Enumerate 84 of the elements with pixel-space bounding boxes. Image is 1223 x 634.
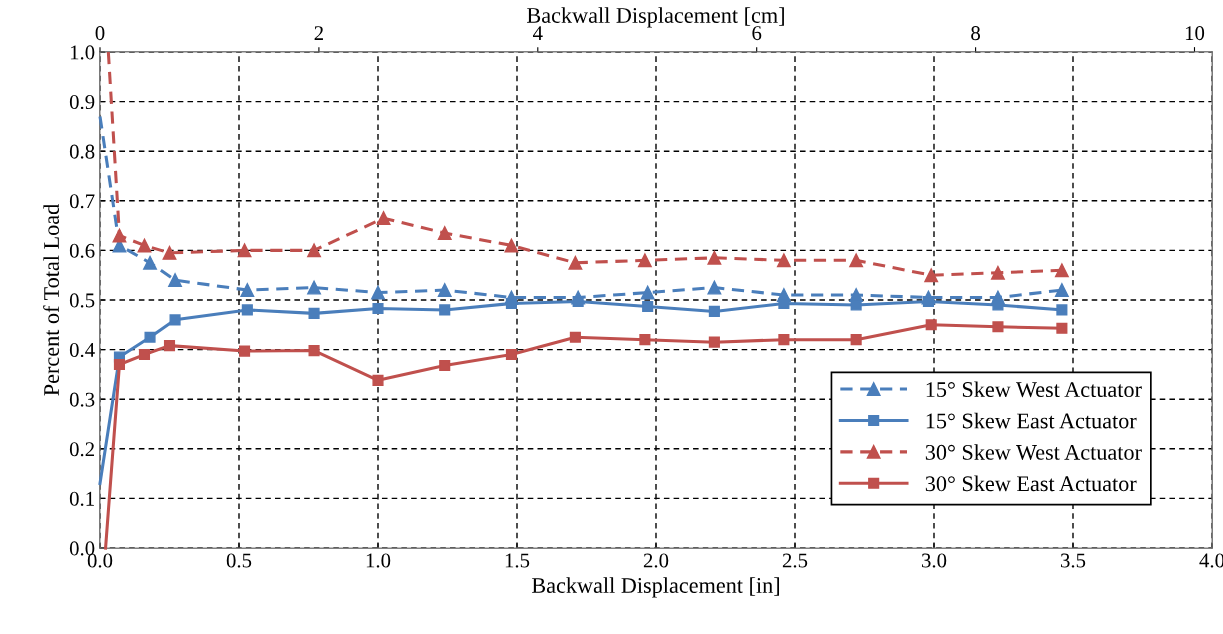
point [568, 255, 583, 270]
point [708, 305, 720, 317]
point [308, 307, 320, 319]
point [437, 283, 452, 298]
point [776, 253, 791, 268]
point [241, 304, 253, 316]
point [708, 336, 720, 348]
point [372, 374, 384, 386]
point [569, 331, 581, 343]
point [707, 250, 722, 265]
point [138, 349, 151, 361]
y-tick-label: 0.4 [69, 342, 95, 358]
x-tick-label: 3.0 [921, 553, 947, 568]
point [922, 295, 934, 308]
legend-label: 30° Skew West Actuator [925, 444, 1142, 460]
point [924, 268, 939, 283]
x2-tick-label: 0 [95, 26, 105, 41]
point [1056, 322, 1068, 334]
point [439, 304, 451, 316]
legend-label: 30° Skew East Actuator [925, 475, 1137, 492]
point [308, 345, 320, 357]
point [992, 321, 1004, 333]
point [307, 280, 322, 295]
x2-tick-label: 8 [971, 26, 980, 41]
point [925, 319, 937, 331]
y-tick-label: 0.5 [69, 293, 95, 308]
point [637, 253, 652, 268]
point [163, 340, 176, 352]
y-tick-label: 1.0 [70, 45, 95, 60]
point [778, 334, 790, 346]
point [240, 283, 255, 298]
point [372, 302, 384, 314]
y-tick-label: 0.3 [69, 392, 95, 407]
x-tick-label: 2.5 [782, 553, 808, 568]
x-tick-label: 2.0 [643, 553, 669, 568]
point [505, 349, 517, 361]
point [1054, 283, 1069, 298]
point [144, 331, 156, 343]
x-axis-title: Backwall Displacement [in] [531, 577, 779, 598]
x-tick-label: 0.5 [226, 553, 252, 568]
point [778, 297, 790, 310]
point [376, 211, 391, 226]
point [137, 238, 152, 253]
x2-tick-label: 2 [314, 26, 323, 40]
point [112, 228, 127, 243]
point [169, 314, 181, 326]
point [162, 245, 177, 260]
point [642, 300, 654, 313]
y-tick-label: 0.2 [69, 442, 94, 457]
point [371, 285, 385, 300]
x-tick-label: 1.0 [366, 553, 391, 568]
point [849, 253, 864, 268]
point [992, 299, 1004, 311]
point [113, 358, 126, 371]
legend-label: 15° Skew West Actuator [926, 381, 1142, 398]
x-tick-label: 1.5 [505, 553, 530, 568]
x2-tick-label: 10 [1185, 26, 1205, 41]
point [707, 280, 722, 295]
point [505, 297, 517, 310]
y-tick-label: 0.9 [69, 94, 95, 110]
point [640, 285, 655, 300]
y-tick-label: 0.1 [69, 491, 94, 506]
point [143, 255, 157, 270]
point [1054, 263, 1069, 278]
point [1056, 304, 1068, 316]
legend-label: 15° Skew East Actuator [926, 412, 1137, 429]
point [237, 243, 252, 258]
point [168, 273, 183, 288]
x2-tick-label: 4 [532, 26, 543, 40]
point [439, 359, 451, 372]
x2-tick-label: 6 [752, 26, 762, 41]
y-tick-label: 0.7 [69, 194, 95, 209]
point [239, 345, 251, 357]
y-axis-title: Percent of Total Load [43, 204, 60, 396]
point [639, 334, 651, 346]
point [850, 334, 862, 346]
point [307, 243, 322, 258]
x-tick-label: 3.5 [1060, 553, 1086, 568]
y-tick-label: 0.6 [69, 243, 95, 258]
point [437, 226, 452, 240]
point [504, 238, 519, 253]
point [572, 295, 584, 308]
y-tick-label: 0.8 [69, 144, 95, 159]
point [990, 265, 1005, 280]
